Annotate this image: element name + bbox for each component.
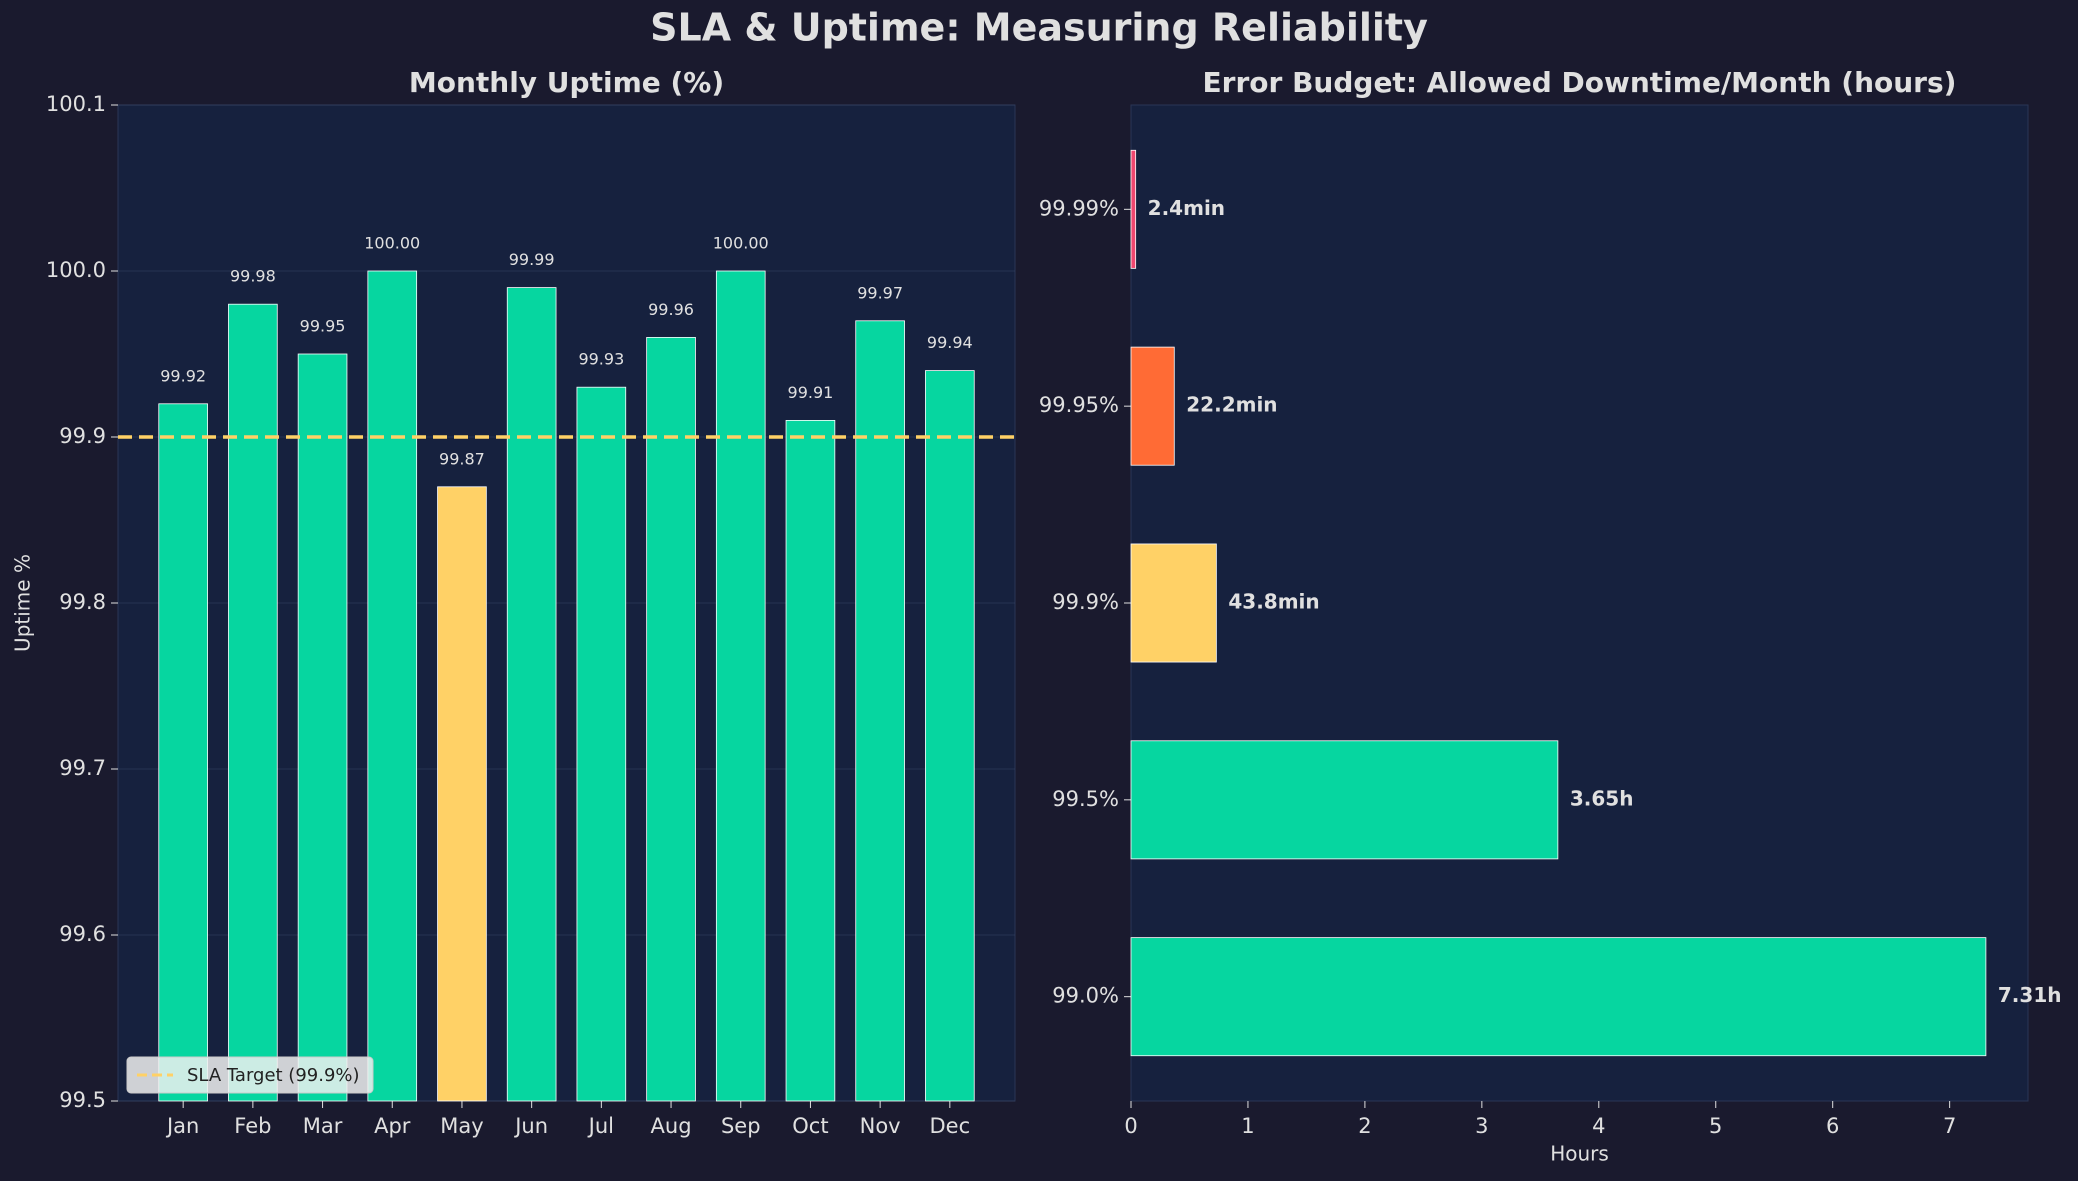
- x-tick-label: 1: [1241, 1114, 1254, 1138]
- y-tick-label: 99.5%: [1052, 787, 1119, 811]
- bar: [785, 419, 836, 1102]
- value-label: 99.95: [300, 317, 346, 336]
- bar: [158, 403, 208, 1102]
- y-tick-label: 100.0: [46, 258, 106, 282]
- x-tick-label: Jan: [165, 1114, 199, 1138]
- x-tick-label: Sep: [721, 1114, 761, 1138]
- legend-label: SLA Target (99.9%): [187, 1065, 360, 1086]
- x-tick-label: Oct: [792, 1114, 828, 1138]
- y-axis-label: Uptime %: [11, 554, 35, 652]
- value-label: 99.99: [509, 250, 555, 269]
- x-tick-label: 5: [1709, 1114, 1722, 1138]
- x-tick-label: Mar: [303, 1114, 343, 1138]
- bar: [506, 287, 557, 1102]
- y-tick-label: 99.8: [59, 590, 106, 614]
- bar: [367, 270, 418, 1102]
- x-tick-label: 6: [1826, 1114, 1839, 1138]
- legend-box: [126, 1056, 374, 1094]
- y-tick-label: 100.1: [46, 92, 106, 116]
- bar: [715, 270, 766, 1102]
- y-tick-label: 99.6: [59, 922, 106, 946]
- value-label: 2.4min: [1148, 196, 1225, 220]
- value-label: 100.00: [713, 234, 769, 253]
- x-tick-label: Jul: [587, 1114, 614, 1138]
- x-tick-label: 0: [1124, 1114, 1137, 1138]
- x-tick-label: 3: [1475, 1114, 1488, 1138]
- bar: [855, 320, 905, 1102]
- x-tick-label: May: [440, 1114, 483, 1138]
- value-label: 99.96: [648, 300, 694, 319]
- chart-title: Error Budget: Allowed Downtime/Month (ho…: [1203, 66, 1957, 99]
- bar: [1130, 740, 1559, 860]
- bar: [1130, 937, 1987, 1057]
- value-label: 99.87: [439, 449, 485, 468]
- plot-area: [1130, 104, 2029, 1102]
- y-tick-label: 99.9: [59, 424, 106, 448]
- x-tick-label: 2: [1358, 1114, 1371, 1138]
- bar: [925, 370, 975, 1102]
- value-label: 7.31h: [1998, 983, 2062, 1007]
- figure-title: SLA & Uptime: Measuring Reliability: [650, 6, 1428, 50]
- y-tick-label: 99.99%: [1039, 196, 1119, 220]
- y-tick-label: 99.9%: [1052, 590, 1119, 614]
- x-tick-label: 7: [1943, 1114, 1956, 1138]
- x-tick-label: 4: [1592, 1114, 1605, 1138]
- bar: [228, 303, 278, 1102]
- value-label: 3.65h: [1570, 786, 1634, 810]
- x-tick-label: Aug: [651, 1114, 692, 1138]
- value-label: 22.2min: [1186, 393, 1277, 417]
- bar: [576, 386, 627, 1102]
- y-tick-label: 99.5: [59, 1088, 106, 1112]
- value-label: 99.93: [578, 350, 624, 369]
- x-tick-label: Dec: [930, 1114, 971, 1138]
- chart-title: Monthly Uptime (%): [409, 66, 724, 99]
- bar: [1130, 149, 1137, 269]
- y-tick-label: 99.0%: [1052, 984, 1119, 1008]
- value-label: 43.8min: [1228, 590, 1319, 614]
- y-tick-label: 99.95%: [1039, 393, 1119, 417]
- bar: [297, 353, 348, 1102]
- y-tick-label: 99.7: [59, 756, 106, 780]
- value-label: 99.98: [230, 267, 276, 286]
- x-axis-label: Hours: [1550, 1142, 1609, 1166]
- value-label: 99.92: [160, 366, 206, 385]
- value-label: 100.00: [364, 234, 420, 253]
- bar: [437, 486, 487, 1102]
- bar: [646, 336, 696, 1102]
- bar: [1130, 543, 1217, 663]
- value-label: 99.91: [788, 383, 834, 402]
- x-tick-label: Apr: [374, 1114, 411, 1138]
- bar: [1130, 346, 1175, 466]
- x-tick-label: Jun: [513, 1114, 548, 1138]
- x-tick-label: Feb: [234, 1114, 271, 1138]
- x-tick-label: Nov: [860, 1114, 901, 1138]
- value-label: 99.94: [927, 333, 973, 352]
- value-label: 99.97: [857, 283, 903, 302]
